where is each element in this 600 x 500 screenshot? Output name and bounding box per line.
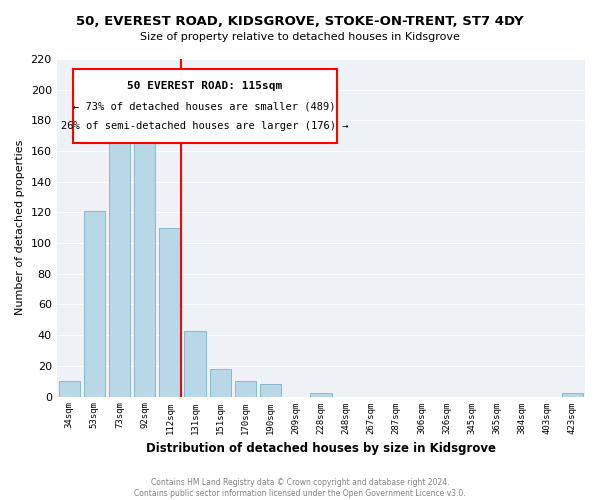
Text: 50, EVEREST ROAD, KIDSGROVE, STOKE-ON-TRENT, ST7 4DY: 50, EVEREST ROAD, KIDSGROVE, STOKE-ON-TR… xyxy=(76,15,524,28)
Text: 26% of semi-detached houses are larger (176) →: 26% of semi-detached houses are larger (… xyxy=(61,122,349,132)
Y-axis label: Number of detached properties: Number of detached properties xyxy=(15,140,25,316)
X-axis label: Distribution of detached houses by size in Kidsgrove: Distribution of detached houses by size … xyxy=(146,442,496,455)
Bar xyxy=(562,394,583,396)
Text: ← 73% of detached houses are smaller (489): ← 73% of detached houses are smaller (48… xyxy=(73,101,336,111)
Bar xyxy=(209,369,231,396)
Bar xyxy=(260,384,281,396)
Text: Contains HM Land Registry data © Crown copyright and database right 2024.
Contai: Contains HM Land Registry data © Crown c… xyxy=(134,478,466,498)
FancyBboxPatch shape xyxy=(73,69,337,144)
Bar xyxy=(235,381,256,396)
Bar xyxy=(310,394,332,396)
Bar xyxy=(134,136,155,396)
Text: Size of property relative to detached houses in Kidsgrove: Size of property relative to detached ho… xyxy=(140,32,460,42)
Bar xyxy=(184,330,206,396)
Bar xyxy=(159,228,181,396)
Bar xyxy=(84,211,105,396)
Bar xyxy=(109,126,130,396)
Bar xyxy=(59,381,80,396)
Text: 50 EVEREST ROAD: 115sqm: 50 EVEREST ROAD: 115sqm xyxy=(127,81,282,91)
